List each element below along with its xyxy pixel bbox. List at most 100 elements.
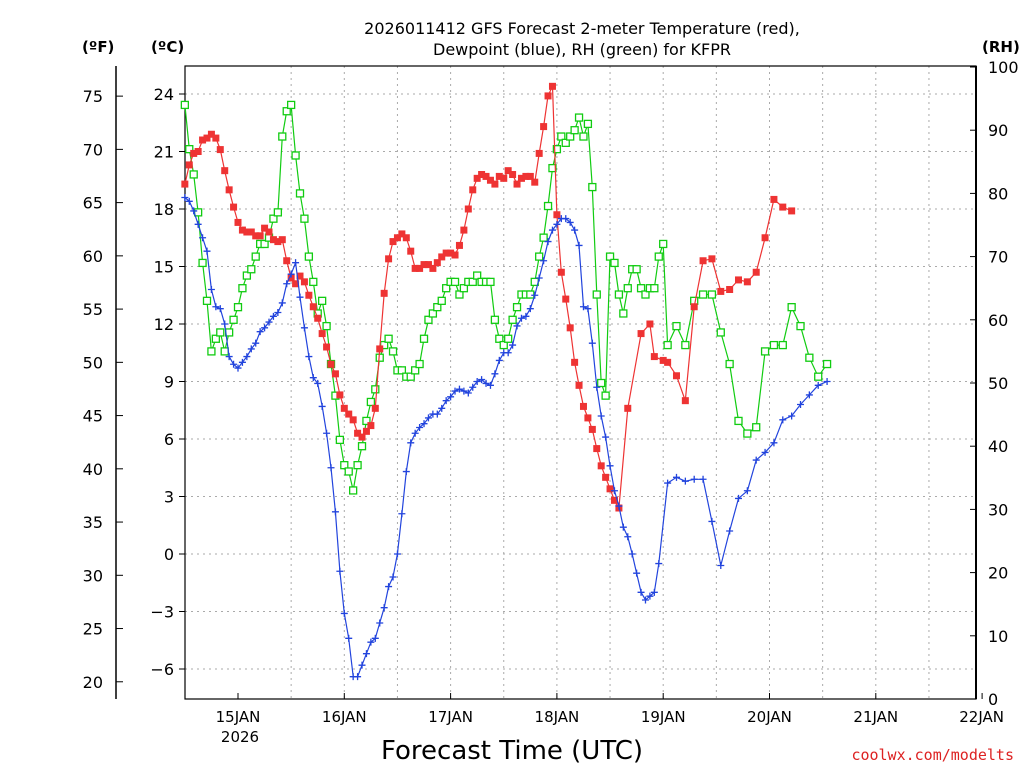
rh-point — [605, 252, 615, 261]
rh-point — [760, 347, 770, 356]
temperature-point — [788, 207, 796, 215]
rh-point — [366, 397, 376, 407]
rh-point — [495, 334, 504, 343]
temperature-point — [389, 238, 397, 246]
temperature-point — [726, 286, 734, 293]
celsius-tick-label: 6 — [164, 430, 174, 449]
dewpoint-point — [633, 569, 641, 577]
dewpoint-point — [628, 550, 636, 558]
rh-point — [251, 252, 260, 261]
temperature-point — [544, 92, 552, 100]
dewpoint-point — [389, 573, 397, 581]
rh-point — [508, 315, 517, 324]
celsius-tick-label: 18 — [154, 200, 174, 219]
rh-tick-label: 20 — [988, 564, 1008, 583]
dewpoint-point — [287, 270, 295, 278]
rh-point — [433, 303, 442, 312]
temperature-point — [646, 320, 654, 328]
dewpoint-point — [327, 464, 335, 472]
dewpoint-point — [726, 527, 734, 535]
dewpoint-point — [305, 353, 313, 361]
dewpoint-point — [185, 197, 193, 205]
dewpoint-point — [420, 420, 428, 428]
rh-point — [185, 145, 194, 154]
temperature-point — [478, 171, 486, 178]
temperature-point — [354, 429, 362, 437]
rh-point — [278, 132, 287, 141]
temperature-point — [331, 370, 339, 378]
temperature-point — [385, 255, 393, 263]
temperature-point — [690, 303, 698, 311]
rh-point — [450, 277, 460, 287]
dewpoint-point — [548, 226, 556, 234]
rh-tick-label: 50 — [988, 374, 1008, 393]
rh-point — [743, 429, 752, 438]
rh-point — [406, 372, 415, 381]
dewpoint-point — [610, 487, 618, 495]
dewpoint-point — [225, 353, 233, 361]
series-layer — [180, 82, 832, 681]
rh-point — [473, 271, 482, 280]
rh-point — [486, 277, 495, 287]
rh-point — [340, 461, 349, 470]
temperature-point — [455, 241, 463, 249]
rh-point — [437, 296, 446, 305]
celsius-axis: −6 −3 0 3 6 9 12 15 18 21 24 — [150, 85, 185, 679]
temperature-point — [659, 356, 667, 364]
rh-tick-label: 100 — [988, 58, 1019, 77]
temperature-point — [584, 414, 592, 422]
rh-point — [419, 334, 429, 343]
rh-point — [411, 366, 420, 375]
dewpoint-point — [278, 299, 286, 307]
rh-point — [335, 435, 345, 445]
fahrenheit-tick-label: 65 — [83, 194, 103, 213]
temperature-point — [424, 261, 432, 269]
dewpoint-point — [690, 475, 698, 483]
dewpoint-point — [779, 416, 787, 424]
dewpoint-point — [402, 468, 410, 476]
temperature-point — [203, 134, 211, 142]
temperature-point — [230, 203, 238, 211]
rh-point — [663, 340, 672, 350]
dewpoint-point — [296, 293, 304, 301]
rh-point — [211, 334, 221, 343]
rh-point — [822, 359, 832, 369]
dewpoint-point — [314, 379, 322, 387]
rh-point — [304, 252, 314, 261]
rh-point — [229, 315, 238, 324]
temperature-point — [269, 236, 277, 244]
year-label: 2026 — [221, 728, 259, 746]
temperature-point — [637, 330, 645, 338]
dewpoint-point — [261, 324, 269, 332]
dewpoint-point — [181, 194, 189, 201]
temperature-point — [252, 232, 260, 240]
rh-tick-label: 30 — [988, 500, 1008, 519]
dewpoint-point — [482, 379, 490, 387]
temperature-point — [588, 425, 596, 433]
temperature-point — [491, 180, 499, 188]
rh-point — [384, 334, 393, 343]
credit-text: coolwx.com/modelts — [851, 746, 1014, 764]
dewpoint-point — [672, 473, 680, 481]
dewpoint-point — [606, 462, 614, 470]
rh-point — [233, 303, 243, 312]
temperature-point — [296, 272, 304, 280]
rh-point — [778, 340, 787, 350]
dewpoint-point — [455, 385, 463, 393]
dewpoint-point — [442, 397, 450, 405]
dewpoint-point — [531, 291, 539, 299]
dewpoint-point — [566, 218, 574, 226]
temperature-point — [336, 391, 344, 399]
temperature-point — [318, 330, 326, 338]
fahrenheit-tick-label: 50 — [83, 353, 103, 372]
rh-point — [601, 391, 610, 400]
fahrenheit-axis-unit: (ºF) — [82, 38, 114, 56]
temperature-point — [221, 167, 229, 175]
x-axis-label: Forecast Time (UTC) — [381, 736, 643, 766]
temperature-point — [566, 324, 574, 332]
rh-point — [269, 214, 278, 223]
temperature-point — [216, 146, 224, 154]
dewpoint-point — [562, 215, 570, 223]
temperature-point — [610, 496, 618, 504]
dewpoint-point — [358, 661, 366, 669]
